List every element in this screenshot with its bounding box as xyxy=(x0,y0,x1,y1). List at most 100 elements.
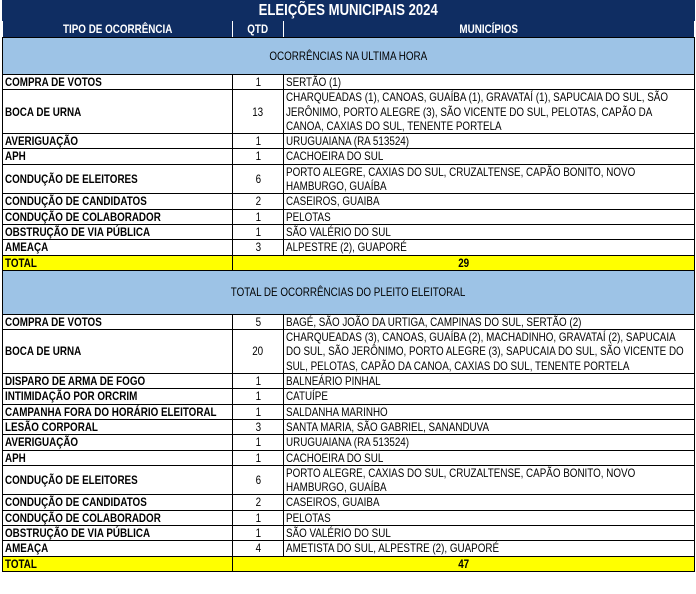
quantity-cell: 6 xyxy=(232,163,284,195)
cell-text: 2 xyxy=(255,495,261,510)
cell-text: URUGUAIANA (RA 513524) xyxy=(286,134,410,149)
occurrence-type-cell: AVERIGUAÇÃO xyxy=(2,133,233,150)
table-row: LESÃO CORPORAL 3 SANTA MARIA, SÃO GABRIEL,… xyxy=(2,418,696,436)
cell-text: 1 xyxy=(255,75,261,89)
quantity-cell: 3 xyxy=(232,418,284,436)
section-header-row: TOTAL DE OCORRÊNCIAS DO PLEITO ELEITORAL xyxy=(1,269,696,315)
cell-text: 1 xyxy=(255,435,261,450)
occurrence-type-cell: CONDUÇÃO DE ELEITORES xyxy=(2,464,233,496)
occurrence-type-cell: APH xyxy=(2,449,233,466)
quantity-cell: 20 xyxy=(232,329,284,375)
cell-text: 13 xyxy=(252,104,264,119)
total-label: TOTAL xyxy=(2,254,233,271)
cell-text: INTIMIDAÇÃO POR ORCRIM xyxy=(5,389,138,404)
cell-text: 3 xyxy=(255,240,261,255)
cell-text: SÃO VALÉRIO DO SUL xyxy=(286,224,391,239)
cell-text: 1 xyxy=(255,404,261,419)
cell-text: 1 xyxy=(255,224,261,239)
cell-text: COMPRA DE VOTOS xyxy=(5,75,102,89)
cell-text: 6 xyxy=(255,171,261,186)
cell-text: TIPO DE OCORRÊNCIA xyxy=(62,21,173,36)
cell-text: MUNICÍPIOS xyxy=(459,21,519,36)
cell-text: 1 xyxy=(255,209,261,224)
occurrence-type-cell: CONDUÇÃO DE CANDIDATOS xyxy=(2,193,233,210)
quantity-cell: 1 xyxy=(232,148,284,165)
municipalities-cell: SERTÃO (1) xyxy=(282,73,696,91)
cell-text: PORTO ALEGRE, CAXIAS DO SUL, CRUZALTENSE… xyxy=(286,164,636,194)
municipalities-cell: CACHOEIRA DO SUL xyxy=(282,449,696,466)
quantity-cell: 1 xyxy=(232,208,284,225)
cell-text: CACHOEIRA DO SUL xyxy=(286,450,384,465)
cell-text: BOCA DE URNA xyxy=(5,344,82,359)
municipalities-cell: CATUÍPE xyxy=(282,388,696,405)
quantity-cell: 1 xyxy=(232,403,284,420)
municipalities-cell: CHARQUEADAS (1), CANOAS, GUAÍBA (1), GRA… xyxy=(282,89,696,135)
cell-text: PORTO ALEGRE, CAXIAS DO SUL, CRUZALTENSE… xyxy=(286,465,636,495)
cell-text: CASEIROS, GUAIBA xyxy=(286,495,380,510)
cell-text: CASEIROS, GUAIBA xyxy=(286,194,380,209)
cell-text: BAGÉ, SÃO JOÃO DA URTIGA, CAMPINAS DO SU… xyxy=(286,314,582,329)
section-title: TOTAL DE OCORRÊNCIAS DO PLEITO ELEITORAL xyxy=(1,269,696,315)
quantity-cell: 1 xyxy=(232,449,284,466)
table-row: CONDUÇÃO DE CANDIDATOS 2 CASEIROS, GUAIBA xyxy=(2,494,696,511)
section-header-row: OCORRÊNCIAS NA ULTIMA HORA xyxy=(1,37,696,75)
quantity-cell: 1 xyxy=(232,434,284,451)
header-qtd: QTD xyxy=(232,20,284,38)
table-title: ELEIÇÕES MUNICIPAIS 2024 xyxy=(1,0,696,21)
total-label: TOTAL xyxy=(2,555,233,572)
cell-text: ELEIÇÕES MUNICIPAIS 2024 xyxy=(258,2,439,19)
cell-text: AMETISTA DO SUL, ALPESTRE (2), GUAPORÉ xyxy=(286,541,500,556)
occurrence-type-cell: APH xyxy=(2,148,233,165)
cell-text: AVERIGUAÇÃO xyxy=(5,134,79,149)
cell-text: 47 xyxy=(458,556,469,571)
cell-text: LESÃO CORPORAL xyxy=(5,419,98,434)
occurrences-table: ELEIÇÕES MUNICIPAIS 2024 TIPO DE OCORRÊN… xyxy=(1,0,696,572)
quantity-cell: 1 xyxy=(232,373,284,390)
occurrence-type-cell: DISPARO DE ARMA DE FOGO xyxy=(2,373,233,390)
cell-text: ALPESTRE (2), GUAPORÉ xyxy=(286,240,407,255)
table-row: CONDUÇÃO DE COLABORADOR 1 PELOTAS xyxy=(2,208,696,225)
table-row: BOCA DE URNA 13 CHARQUEADAS (1), CANOAS, G… xyxy=(2,89,696,135)
quantity-cell: 6 xyxy=(232,464,284,496)
occurrence-type-cell: BOCA DE URNA xyxy=(2,329,233,375)
quantity-cell: 1 xyxy=(232,223,284,241)
quantity-cell: 5 xyxy=(232,313,284,331)
cell-text: CONDUÇÃO DE CANDIDATOS xyxy=(5,194,147,209)
cell-text: BALNEÁRIO PINHAL xyxy=(286,374,381,389)
municipalities-cell: SALDANHA MARINHO xyxy=(282,403,696,420)
municipalities-cell: SANTA MARIA, SÃO GABRIEL, SANANDUVA xyxy=(282,418,696,436)
cell-text: 5 xyxy=(255,314,261,329)
municipalities-cell: SÃO VALÉRIO DO SUL xyxy=(282,223,696,241)
occurrence-type-cell: COMPRA DE VOTOS xyxy=(2,73,233,91)
table-row: CONDUÇÃO DE ELEITORES 6 PORTO ALEGRE, CAXI… xyxy=(2,163,696,195)
cell-text: PELOTAS xyxy=(286,209,331,224)
cell-text: APH xyxy=(5,450,26,465)
cell-text: 1 xyxy=(255,149,261,164)
quantity-cell: 2 xyxy=(232,193,284,210)
cell-text: 1 xyxy=(255,374,261,389)
quantity-cell: 3 xyxy=(232,239,284,256)
occurrence-type-cell: BOCA DE URNA xyxy=(2,89,233,135)
cell-text: 1 xyxy=(255,526,261,541)
cell-text: APH xyxy=(5,149,26,164)
table-row: APH 1 CACHOEIRA DO SUL xyxy=(2,148,696,165)
table-row: CONDUÇÃO DE CANDIDATOS 2 CASEIROS, GUAIBA xyxy=(2,193,696,210)
occurrence-type-cell: AMEAÇA xyxy=(2,540,233,557)
quantity-cell: 2 xyxy=(232,494,284,511)
table-row: COMPRA DE VOTOS 1 SERTÃO (1) xyxy=(2,73,696,91)
cell-text: COMPRA DE VOTOS xyxy=(5,314,102,329)
total-value: 47 xyxy=(231,555,696,572)
header-municipios: MUNICÍPIOS xyxy=(282,20,696,38)
table-row: AMEAÇA 3 ALPESTRE (2), GUAPORÉ xyxy=(2,239,696,256)
table-row: OBSTRUÇÃO DE VIA PÚBLICA 1 SÃO VALÉRIO DO … xyxy=(2,525,696,542)
cell-text: OBSTRUÇÃO DE VIA PÚBLICA xyxy=(5,224,151,239)
quantity-cell: 1 xyxy=(232,73,284,91)
municipalities-cell: CHARQUEADAS (3), CANOAS, GUAÍBA (2), MAC… xyxy=(282,329,696,375)
occurrence-type-cell: INTIMIDAÇÃO POR ORCRIM xyxy=(2,388,233,405)
occurrence-type-cell: CAMPANHA FORA DO HORÁRIO ELEITORAL xyxy=(2,403,233,420)
occurrence-type-cell: OBSTRUÇÃO DE VIA PÚBLICA xyxy=(2,525,233,542)
cell-text: CONDUÇÃO DE CANDIDATOS xyxy=(5,495,147,510)
total-row: TOTAL 29 xyxy=(2,254,696,271)
cell-text: BOCA DE URNA xyxy=(5,104,82,119)
table-row: CONDUÇÃO DE ELEITORES 6 PORTO ALEGRE, CAXI… xyxy=(2,464,696,496)
